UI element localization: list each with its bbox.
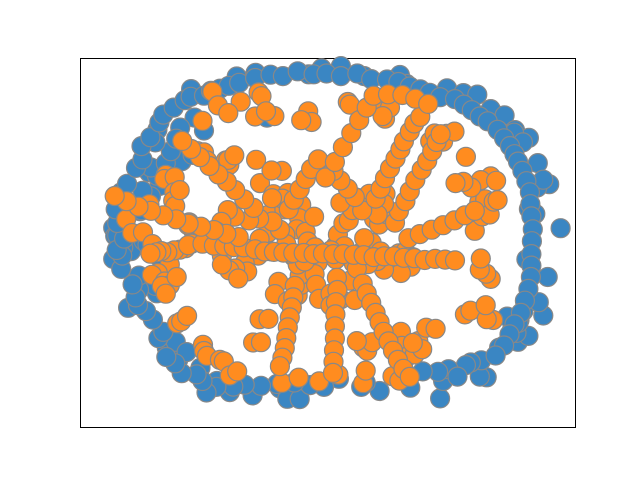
orange-node — [354, 228, 375, 249]
blue-node — [430, 388, 451, 409]
orange-node — [288, 367, 309, 388]
orange-node — [227, 361, 248, 382]
orange-node — [464, 200, 485, 221]
orange-node — [172, 130, 193, 151]
orange-node — [218, 102, 239, 124]
orange-node — [315, 167, 336, 188]
orange-node — [224, 145, 245, 166]
orange-node — [355, 360, 376, 381]
orange-node — [155, 283, 176, 304]
orange-node — [486, 170, 507, 191]
orange-node — [430, 124, 451, 145]
node-layer — [103, 55, 571, 410]
orange-node — [346, 331, 367, 352]
orange-node — [399, 366, 420, 387]
orange-node — [291, 110, 312, 131]
orange-node — [258, 308, 279, 329]
orange-node — [425, 318, 446, 339]
orange-node — [166, 266, 187, 288]
orange-node — [230, 91, 251, 112]
blue-node — [122, 274, 143, 295]
orange-node — [169, 180, 190, 201]
blue-node — [550, 218, 571, 239]
orange-node — [255, 101, 277, 122]
orange-node — [271, 372, 292, 393]
plot-area-frame — [80, 58, 576, 428]
orange-node — [308, 149, 329, 170]
orange-node — [322, 362, 344, 383]
orange-node — [140, 243, 161, 264]
orange-node — [228, 268, 249, 289]
orange-node — [192, 110, 213, 132]
orange-node — [402, 332, 423, 353]
orange-node — [104, 185, 125, 207]
orange-node — [246, 149, 267, 170]
blue-node — [447, 366, 468, 387]
orange-node — [445, 173, 466, 194]
orange-node — [470, 248, 491, 269]
orange-node — [444, 250, 466, 271]
orange-node — [249, 173, 271, 194]
orange-node — [261, 160, 282, 181]
orange-node — [211, 254, 232, 275]
orange-node — [487, 190, 508, 211]
orange-node — [250, 332, 272, 353]
orange-node — [304, 206, 325, 227]
orange-node — [418, 93, 439, 115]
orange-node — [475, 295, 496, 316]
blue-node — [485, 345, 506, 366]
orange-node — [261, 188, 283, 209]
blue-node — [156, 346, 177, 368]
orange-node — [372, 105, 393, 127]
blue-node — [537, 266, 558, 288]
orange-node — [455, 146, 476, 167]
orange-node — [177, 305, 198, 326]
orange-node — [269, 356, 290, 377]
blue-node — [140, 127, 161, 148]
